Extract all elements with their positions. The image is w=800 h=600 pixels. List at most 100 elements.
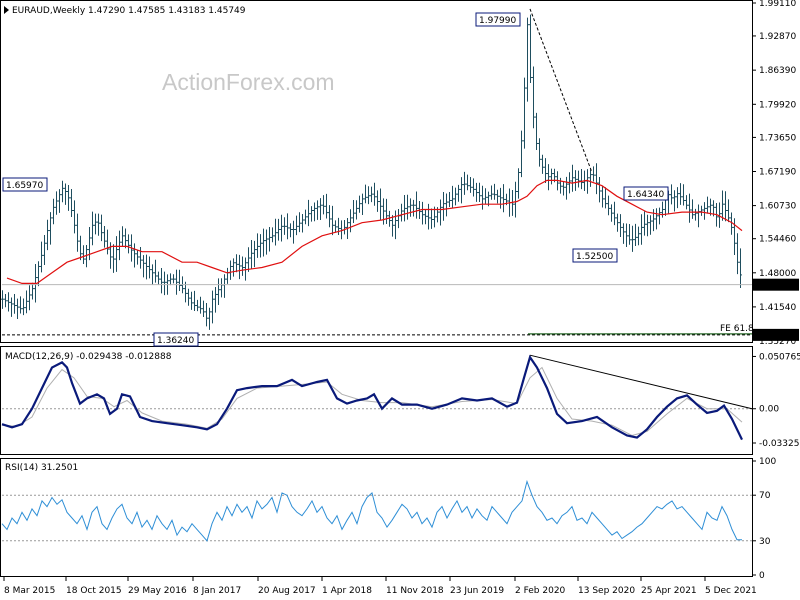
price-bar [706, 196, 709, 214]
macd-trendline [529, 354, 753, 410]
price-bar [607, 195, 610, 216]
price-bar [208, 307, 211, 330]
price-bar [625, 223, 628, 247]
price-bar [682, 184, 685, 206]
price-bar [352, 200, 355, 224]
price-bar [25, 290, 28, 314]
price-bar [694, 208, 697, 221]
price-bar [736, 233, 739, 275]
rsi-line [1, 479, 742, 542]
price-tick-label: 1.54460 [759, 235, 796, 245]
price-bar [520, 130, 523, 178]
price-bar [550, 168, 553, 185]
price-bar [160, 267, 163, 294]
price-bar [286, 213, 289, 240]
price-bar [460, 177, 463, 204]
fe-label: FE 61.8 [720, 324, 754, 334]
price-tick-label: 1.48000 [759, 269, 796, 279]
rsi-tick-label: 100 [759, 457, 776, 467]
price-tick-label: 1.92870 [759, 32, 796, 42]
price-bar [202, 300, 205, 318]
price-bar [496, 189, 499, 204]
price-bar [4, 293, 7, 308]
price-bar [688, 193, 691, 223]
price-bar [85, 245, 88, 268]
macd-tick-label: -0.033257 [759, 439, 800, 449]
price-bar [709, 198, 712, 216]
price-bar [655, 208, 658, 230]
price-bar [262, 228, 265, 257]
price-bar [337, 217, 340, 236]
price-bar [598, 176, 601, 203]
price-bar [574, 170, 577, 191]
price-bar [466, 174, 469, 191]
price-bar [178, 269, 181, 291]
price-bar [205, 302, 208, 327]
price-bar [175, 269, 178, 295]
price-bar [163, 271, 166, 296]
price-bar [121, 226, 124, 247]
price-bar [499, 187, 502, 209]
macd-panel-frame [0, 346, 753, 455]
price-bar [76, 213, 79, 252]
price-tick-label: 1.79920 [759, 100, 796, 110]
price-bar [685, 195, 688, 210]
price-tick-label: 1.41540 [759, 303, 796, 313]
price-bar [676, 187, 679, 209]
price-bar [724, 191, 727, 222]
price-bar [643, 211, 646, 236]
last-price-box [753, 278, 799, 291]
price-bar [1, 290, 4, 309]
rsi-panel-frame [0, 458, 753, 577]
macd-tick-label: 0.00 [759, 405, 779, 415]
x-tick-label: 23 Jun 2019 [450, 586, 504, 596]
x-tick-label: 1 Apr 2018 [322, 586, 372, 596]
price-label-box [2, 177, 48, 192]
price-bar [61, 180, 64, 203]
price-label-box [153, 332, 199, 347]
price-bar [274, 218, 277, 246]
price-bar [406, 194, 409, 220]
price-bar [331, 205, 334, 236]
x-tick-label: 25 Apr 2021 [641, 586, 697, 596]
price-bar [595, 163, 598, 195]
price-bar [58, 189, 61, 213]
price-bars [1, 14, 742, 330]
price-bar [631, 225, 634, 252]
price-bar [469, 176, 472, 193]
price-bar [214, 286, 217, 313]
price-bar [280, 214, 283, 242]
price-label-text: 1.36240 [157, 336, 194, 346]
price-bar [91, 211, 94, 246]
price-bar [292, 220, 295, 244]
price-bar [637, 226, 640, 246]
rsi-tick-label: 0 [759, 571, 765, 581]
price-bar [22, 298, 25, 316]
last-price-label: 1.45749 [759, 281, 796, 291]
price-bar [334, 220, 337, 233]
price-bar [196, 299, 199, 312]
price-bar [79, 235, 82, 261]
price-label-text: 1.52500 [576, 252, 613, 262]
price-bar [232, 258, 235, 277]
price-bar [373, 182, 376, 206]
price-bar [349, 209, 352, 233]
price-bar [127, 234, 130, 254]
price-bar [439, 199, 442, 226]
price-bar [445, 193, 448, 217]
price-label-box [475, 12, 521, 27]
price-bar [565, 176, 568, 200]
x-tick-label: 29 May 2016 [128, 586, 187, 596]
x-tick-label: 5 Dec 2021 [705, 586, 757, 596]
price-bar [259, 234, 262, 258]
price-bar [589, 169, 592, 187]
price-bar [388, 210, 391, 227]
price-bar [379, 188, 382, 220]
price-bar [157, 271, 160, 285]
price-bar [250, 240, 253, 269]
price-bar [622, 223, 625, 244]
price-bar [67, 185, 70, 211]
price-bar [457, 184, 460, 202]
collapse-arrow-icon[interactable] [4, 6, 9, 14]
